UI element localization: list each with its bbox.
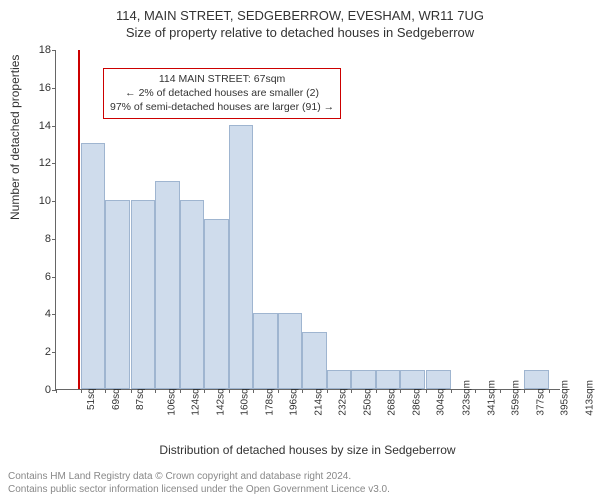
- info-box: 114 MAIN STREET: 67sqm ← 2% of detached …: [103, 68, 341, 119]
- histogram-bar: [131, 200, 156, 389]
- footer-line-2: Contains public sector information licen…: [8, 483, 592, 496]
- y-tick: 16: [26, 82, 51, 94]
- y-tick: 10: [26, 195, 51, 207]
- x-tick: 413sqm: [584, 380, 595, 416]
- info-line-3: 97% of semi-detached houses are larger (…: [110, 100, 334, 114]
- footer-line-1: Contains HM Land Registry data © Crown c…: [8, 470, 592, 483]
- histogram-bar: [426, 370, 451, 389]
- y-tick: 14: [26, 120, 51, 132]
- histogram-bar: [81, 143, 106, 389]
- histogram-bar: [155, 181, 180, 389]
- footer-attribution: Contains HM Land Registry data © Crown c…: [8, 470, 592, 496]
- chart-plot: 02468101214161851sqm69sqm87sqm106sqm124s…: [55, 50, 560, 390]
- histogram-bar: [376, 370, 401, 389]
- y-tick: 18: [26, 44, 51, 56]
- histogram-bar: [351, 370, 376, 389]
- x-tick: 341sqm: [486, 380, 497, 416]
- y-tick: 4: [26, 308, 51, 320]
- histogram-bar: [278, 313, 303, 389]
- info-line-2: ← 2% of detached houses are smaller (2): [110, 86, 334, 100]
- reference-line: [78, 50, 80, 389]
- histogram-bar: [524, 370, 549, 389]
- chart-address: 114, MAIN STREET, SEDGEBERROW, EVESHAM, …: [0, 8, 600, 23]
- x-axis-label: Distribution of detached houses by size …: [55, 443, 560, 457]
- histogram-bar: [302, 332, 327, 389]
- histogram-bar: [400, 370, 425, 389]
- histogram-bar: [204, 219, 229, 389]
- histogram-bar: [253, 313, 278, 389]
- y-axis-label: Number of detached properties: [8, 55, 22, 220]
- x-tick: 359sqm: [511, 380, 522, 416]
- y-tick: 8: [26, 233, 51, 245]
- histogram-bar: [105, 200, 130, 389]
- histogram-bar: [180, 200, 205, 389]
- histogram-bar: [229, 125, 254, 389]
- x-tick: 395sqm: [560, 380, 571, 416]
- x-tick: 323sqm: [462, 380, 473, 416]
- y-tick: 12: [26, 157, 51, 169]
- histogram-bar: [327, 370, 352, 389]
- chart-subtitle: Size of property relative to detached ho…: [0, 25, 600, 40]
- y-tick: 6: [26, 271, 51, 283]
- y-tick: 0: [26, 384, 51, 396]
- info-line-1: 114 MAIN STREET: 67sqm: [110, 72, 334, 86]
- y-tick: 2: [26, 346, 51, 358]
